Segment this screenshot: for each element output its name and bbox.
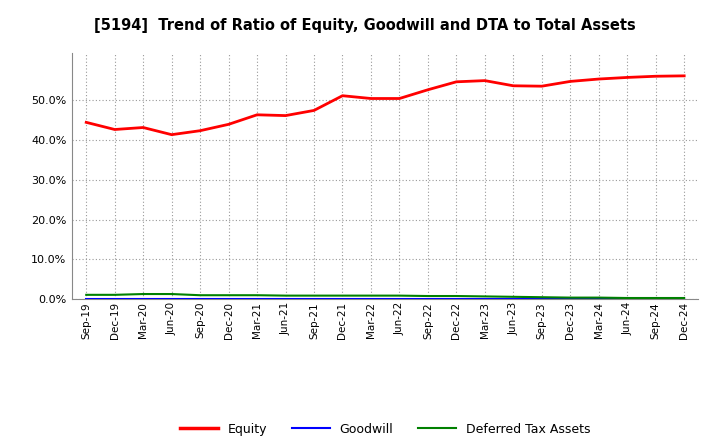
Text: [5194]  Trend of Ratio of Equity, Goodwill and DTA to Total Assets: [5194] Trend of Ratio of Equity, Goodwil… — [94, 18, 635, 33]
Legend: Equity, Goodwill, Deferred Tax Assets: Equity, Goodwill, Deferred Tax Assets — [175, 418, 595, 440]
